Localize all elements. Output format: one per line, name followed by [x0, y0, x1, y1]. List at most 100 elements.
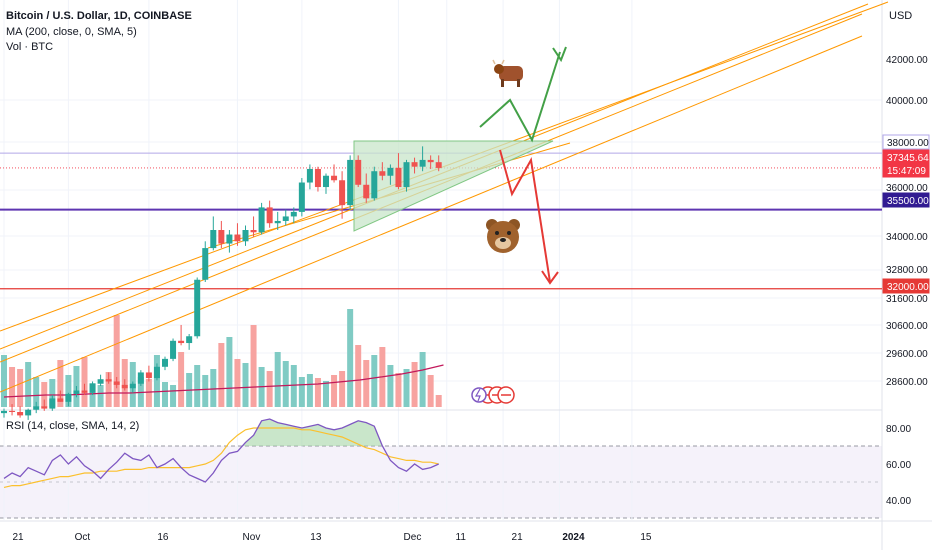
event-flag-icons — [471, 386, 515, 404]
price-badge — [882, 278, 930, 294]
volume-bar — [105, 372, 112, 407]
volume-bar — [242, 363, 249, 407]
price-tick-label: 30600.00 — [886, 321, 928, 332]
candle-body — [419, 159, 426, 167]
candle-body — [129, 383, 136, 389]
rsi-indicator-legend[interactable]: RSI (14, close, SMA, 14, 2) — [6, 420, 140, 432]
bear-projection-arrow — [499, 149, 551, 283]
volume-bar — [331, 375, 338, 407]
bull-horns — [492, 59, 505, 65]
bear-icon — [486, 219, 520, 253]
time-tick-label: Nov — [243, 532, 261, 543]
candle-body — [33, 406, 40, 410]
volume-bar — [218, 343, 225, 407]
rsi-tick-label: 40.00 — [886, 496, 911, 507]
bull-icon — [492, 59, 523, 87]
volume-bar — [49, 379, 56, 407]
volume-bar — [363, 360, 370, 407]
volume-bar — [387, 365, 394, 407]
time-tick-label: 11 — [456, 532, 467, 543]
lightning-mark — [474, 388, 481, 402]
bull-projection-arrow — [479, 51, 561, 143]
time-tick-label: 13 — [310, 532, 322, 543]
ma-line — [3, 364, 444, 398]
candle-body — [226, 234, 233, 244]
candle-body — [73, 390, 80, 394]
volume-bar — [395, 373, 402, 407]
volume-bar — [17, 369, 24, 407]
candle-body — [210, 230, 217, 249]
rsi-overbought-fill — [4, 419, 439, 446]
candle-body — [65, 393, 72, 402]
bear-muzzle — [495, 237, 511, 249]
volume-bar — [81, 357, 88, 407]
volume-bar — [298, 377, 305, 407]
volume-bar — [162, 382, 168, 407]
price-badge-label: 35500.00 — [887, 196, 929, 207]
candle-body — [113, 381, 120, 385]
ma-indicator-legend[interactable]: MA (200, close, 0, SMA, 5) — [6, 26, 137, 38]
volume-bar — [347, 309, 354, 407]
price-badge-label: 15:47:09 — [887, 166, 926, 177]
price-badge-label: 37345.64 — [887, 153, 929, 164]
candle-body — [395, 167, 402, 188]
volume-bar — [339, 371, 346, 407]
bear-arrow-head — [541, 270, 559, 285]
volume-bar — [145, 379, 152, 407]
candle-body — [178, 340, 185, 344]
price-tick-label: 36000.00 — [886, 183, 928, 194]
volume-bar — [403, 369, 410, 407]
candle-body — [411, 162, 418, 167]
volume-indicator-legend[interactable]: Vol · BTC — [6, 41, 54, 53]
channel-line — [0, 35, 863, 393]
volume-bar — [435, 395, 442, 407]
time-tick-label: 21 — [512, 532, 524, 543]
volume-bar — [65, 375, 72, 407]
time-axis: 21 Oct 16 Nov 13 Dec 11 21 2024 15 — [12, 532, 651, 543]
candle-body — [250, 230, 257, 233]
event-lightning-icon — [471, 387, 487, 403]
time-tick-label: 16 — [157, 532, 169, 543]
candle-body — [266, 207, 273, 224]
candle-body — [41, 406, 48, 409]
candle-body — [298, 182, 305, 212]
candle-body — [427, 159, 434, 163]
volume-bar — [266, 371, 273, 407]
rsi-ma-line — [3, 427, 439, 488]
bull-head — [494, 64, 504, 74]
price-tick-label: 31600.00 — [886, 294, 928, 305]
currency-label[interactable]: USD — [889, 10, 913, 22]
candle-body — [49, 398, 56, 409]
candle-body — [379, 171, 386, 176]
price-badge — [882, 192, 930, 208]
symbol-title-text: Bitcoin / U.S. Dollar, 1D, COINBASE — [6, 10, 192, 22]
rsi-tick-label: 60.00 — [886, 460, 911, 471]
bull-body — [499, 66, 523, 81]
candle-body — [145, 372, 152, 379]
bear-nose — [500, 238, 506, 242]
price-badge — [882, 134, 930, 150]
price-tick-label: 29600.00 — [886, 349, 928, 360]
volume-bar — [411, 362, 418, 407]
volume-bar — [290, 365, 297, 407]
symbol-title[interactable]: Bitcoin / U.S. Dollar, 1D, COINBASE — [6, 9, 192, 23]
candle-body — [81, 390, 88, 393]
bear-eye — [507, 231, 511, 235]
candle-body — [57, 398, 64, 402]
bear-eye — [495, 231, 499, 235]
candle-body — [306, 168, 313, 183]
candle-body — [347, 159, 354, 206]
price-tick-label: 28600.00 — [886, 377, 928, 388]
candle-body — [290, 211, 297, 217]
candle-body — [363, 184, 370, 199]
volume-bar — [314, 378, 321, 407]
rsi-line — [3, 418, 439, 483]
volume-bar — [170, 385, 177, 407]
candle-body — [153, 366, 160, 379]
volume-bar — [323, 381, 329, 407]
candle-body — [25, 409, 32, 416]
candle-body — [121, 384, 128, 389]
candle-body — [1, 410, 7, 414]
